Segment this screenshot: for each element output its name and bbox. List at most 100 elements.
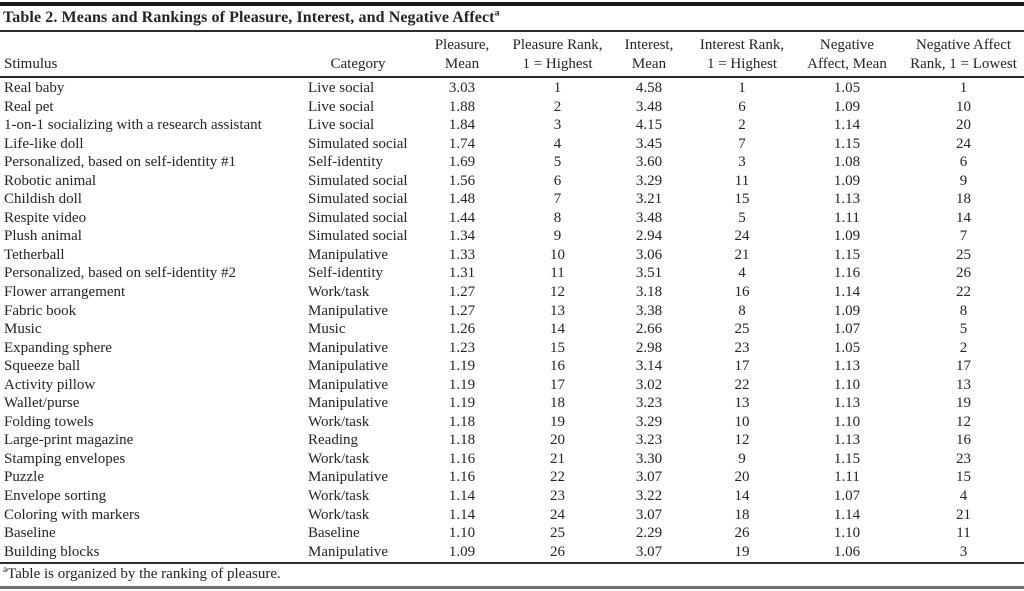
header-line1: Interest, xyxy=(624,37,674,53)
interest-rank-cell: 3 xyxy=(738,154,746,171)
interest-rank-cell: 9 xyxy=(738,450,746,467)
category-cell: Work/task xyxy=(308,506,370,523)
pleasure-mean-cell: 1.19 xyxy=(448,358,476,375)
category-cell: Manipulative xyxy=(308,246,388,263)
negative-affect-mean-cell: 1.10 xyxy=(833,525,861,542)
interest-rank-cell: 26 xyxy=(734,525,750,542)
pleasure-mean-cell: 1.19 xyxy=(448,376,476,393)
pleasure-rank-cell: 20 xyxy=(550,432,565,449)
pleasure-rank-cell: 15 xyxy=(550,339,565,356)
stimulus-cell: Robotic animal xyxy=(4,172,97,189)
interest-mean-cell: 3.30 xyxy=(635,450,663,467)
negative-affect-rank-cell: 26 xyxy=(956,265,971,282)
stimulus-cell: Stamping envelopes xyxy=(4,450,126,467)
pleasure-mean-cell: 1.74 xyxy=(448,135,476,152)
negative-affect-rank-cell: 8 xyxy=(959,302,968,319)
pleasure-mean-cell: 1.18 xyxy=(448,432,476,449)
pleasure-rank-cell: 6 xyxy=(553,172,562,189)
pleasure-mean-cell: 1.09 xyxy=(414,542,510,565)
interest-mean-cell: 3.48 xyxy=(635,209,663,226)
negative-affect-mean-cell: 1.07 xyxy=(833,321,861,338)
pleasure-mean-cell: 1.84 xyxy=(448,117,476,134)
interest-mean-cell: 2.66 xyxy=(635,321,663,338)
header-stimulus: Stimulus xyxy=(0,32,302,78)
negative-affect-rank-cell: 12 xyxy=(956,413,971,430)
negative-affect-rank-cell: 20 xyxy=(956,117,971,134)
header-line1: Pleasure, xyxy=(434,37,490,53)
negative-affect-rank-cell: 22 xyxy=(956,284,971,301)
header-line2: Stimulus xyxy=(4,55,58,72)
stimulus-cell: Puzzle xyxy=(4,469,44,486)
stimulus-cell: Music xyxy=(4,321,42,338)
pleasure-mean-cell: 3.03 xyxy=(448,80,476,96)
pleasure-rank-cell: 13 xyxy=(550,302,565,319)
stimulus-cell: Personalized, based on self-identity #1 xyxy=(4,154,237,171)
negative-affect-mean-cell: 1.15 xyxy=(833,135,861,152)
interest-rank-cell: 15 xyxy=(734,191,750,208)
stimulus-cell: Expanding sphere xyxy=(4,339,112,356)
pleasure-mean-cell: 1.33 xyxy=(448,246,476,263)
interest-rank-cell: 2 xyxy=(738,117,746,134)
table-row: Baseline Baseline 1.10 25 2.29 26 1.10 1… xyxy=(0,524,1024,543)
table-row: Tetherball Manipulative 1.33 10 3.06 21 … xyxy=(0,246,1024,265)
negative-affect-mean-cell: 1.16 xyxy=(833,265,861,282)
pleasure-mean-cell: 1.44 xyxy=(448,209,476,226)
interest-mean-cell: 2.94 xyxy=(635,228,663,245)
negative-affect-mean-cell: 1.14 xyxy=(833,284,861,301)
category-cell: Simulated social xyxy=(308,172,408,189)
category-cell: Work/task xyxy=(308,488,370,505)
category-cell: Work/task xyxy=(308,413,370,430)
interest-rank-cell: 23 xyxy=(734,339,750,356)
negative-affect-mean-cell: 1.06 xyxy=(791,542,903,565)
pleasure-mean-cell: 1.14 xyxy=(448,488,476,505)
negative-affect-rank-cell: 13 xyxy=(956,376,971,393)
interest-mean-cell: 4.58 xyxy=(635,80,663,96)
pleasure-rank-cell: 26 xyxy=(510,542,605,565)
category-cell: Simulated social xyxy=(308,191,408,208)
category-cell: Manipulative xyxy=(308,302,388,319)
pleasure-rank-cell: 5 xyxy=(553,154,562,171)
interest-mean-cell: 3.60 xyxy=(635,154,663,171)
pleasure-rank-cell: 10 xyxy=(550,246,565,263)
interest-rank-cell: 11 xyxy=(734,172,750,189)
interest-mean-cell: 3.48 xyxy=(635,98,663,115)
interest-rank-cell: 25 xyxy=(734,321,750,338)
negative-affect-rank-cell: 17 xyxy=(956,358,971,375)
interest-mean-cell: 3.38 xyxy=(635,302,663,319)
negative-affect-rank-cell: 7 xyxy=(959,228,968,245)
category-cell: Live social xyxy=(308,117,375,134)
pleasure-mean-cell: 1.27 xyxy=(448,302,476,319)
header-line2: Rank, 1 = Lowest xyxy=(910,55,1017,72)
header-negative-affect-mean: Negative Affect, Mean xyxy=(791,32,903,78)
stimulus-cell: Real pet xyxy=(4,98,54,115)
stimulus-cell: Coloring with markers xyxy=(4,506,140,523)
negative-affect-mean-cell: 1.13 xyxy=(833,432,861,449)
pleasure-mean-cell: 1.34 xyxy=(448,228,476,245)
category-cell: Reading xyxy=(308,432,358,449)
interest-mean-cell: 3.02 xyxy=(635,376,663,393)
interest-mean-cell: 3.45 xyxy=(635,135,663,152)
interest-mean-cell: 4.15 xyxy=(635,117,663,134)
table-body: Real baby Live social 3.03 1 4.58 1 1.05… xyxy=(0,77,1024,565)
pleasure-rank-cell: 24 xyxy=(550,506,565,523)
category-cell: Simulated social xyxy=(308,135,408,152)
interest-rank-cell: 4 xyxy=(738,265,746,282)
interest-rank-cell: 1 xyxy=(738,80,746,96)
table-row: Personalized, based on self-identity #2 … xyxy=(0,264,1024,283)
pleasure-mean-cell: 1.23 xyxy=(448,339,476,356)
category-cell: Live social xyxy=(308,98,375,115)
table-row: Life-like doll Simulated social 1.74 4 3… xyxy=(0,135,1024,154)
pleasure-mean-cell: 1.48 xyxy=(448,191,476,208)
header-line1: Interest Rank, xyxy=(699,37,785,53)
table-row: Plush animal Simulated social 1.34 9 2.9… xyxy=(0,227,1024,246)
pleasure-rank-cell: 4 xyxy=(553,135,562,152)
table-title-text: Table 2. Means and Rankings of Pleasure,… xyxy=(3,9,495,26)
stimulus-cell: Plush animal xyxy=(4,228,82,245)
header-line2: Category xyxy=(330,55,386,72)
category-cell: Manipulative xyxy=(308,376,388,393)
interest-mean-cell: 3.21 xyxy=(635,191,663,208)
pleasure-mean-cell: 1.18 xyxy=(448,413,476,430)
stimulus-cell: Wallet/purse xyxy=(4,395,80,412)
interest-rank-cell: 24 xyxy=(734,228,750,245)
